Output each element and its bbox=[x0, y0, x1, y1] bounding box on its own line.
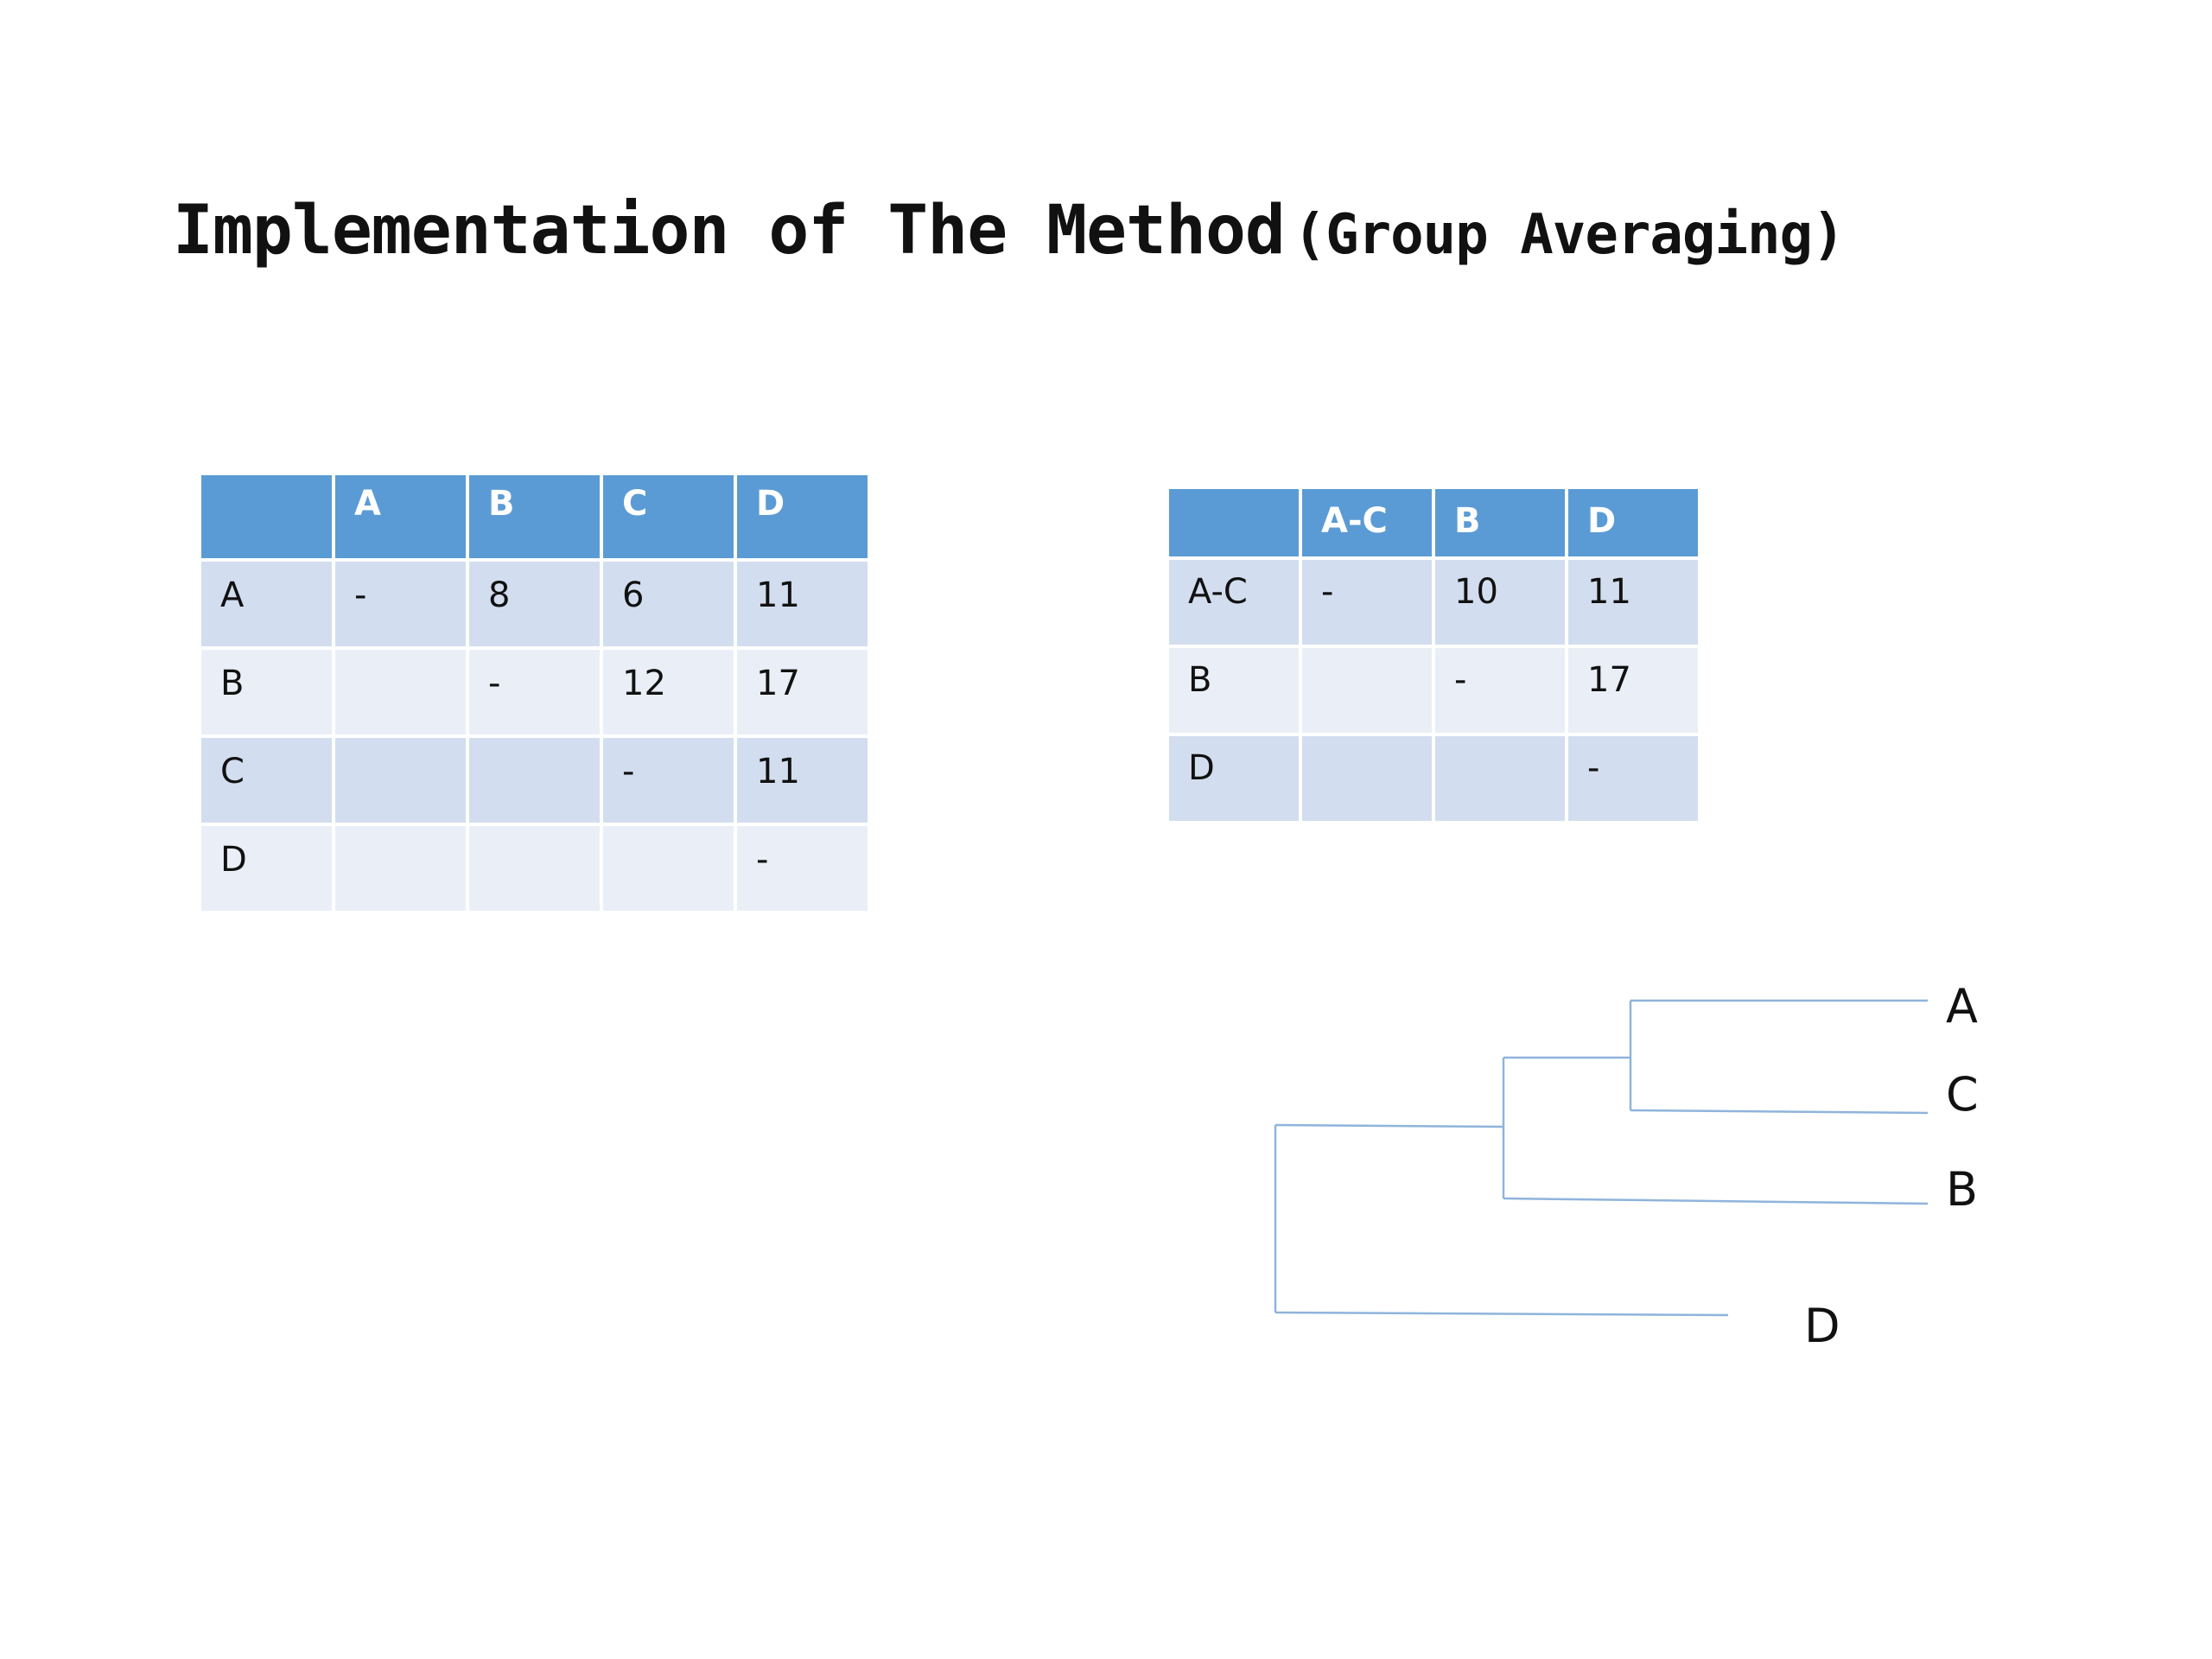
table-cell: - bbox=[335, 562, 466, 646]
distance-matrix-merged: A-C B D A-C - 10 11 B - 17 D - bbox=[1166, 486, 1701, 824]
header-cell: D bbox=[1568, 489, 1698, 556]
table-cell bbox=[1435, 736, 1565, 821]
row-label: B bbox=[201, 650, 332, 734]
table-cell bbox=[469, 738, 600, 823]
row-label: D bbox=[1169, 736, 1299, 821]
table-row: D - bbox=[1169, 736, 1698, 821]
distance-matrix-initial: A B C D A - 8 6 11 B - 12 17 C - 11 D bbox=[198, 472, 871, 914]
row-label: C bbox=[201, 738, 332, 823]
table-cell bbox=[335, 738, 466, 823]
header-cell: A bbox=[335, 475, 466, 558]
table-cell: - bbox=[1568, 736, 1698, 821]
row-label: B bbox=[1169, 648, 1299, 733]
table-cell: 8 bbox=[469, 562, 600, 646]
table-header-row: A-C B D bbox=[1169, 489, 1698, 556]
table-cell bbox=[1302, 736, 1432, 821]
leaf-label-a: A bbox=[1946, 979, 1978, 1033]
table-row: A - 8 6 11 bbox=[201, 562, 868, 646]
table-row: B - 17 bbox=[1169, 648, 1698, 733]
table-cell: 12 bbox=[603, 650, 734, 734]
table-cell: - bbox=[1302, 560, 1432, 645]
table-cell: 17 bbox=[1568, 648, 1698, 733]
leaf-label-b: B bbox=[1946, 1162, 1979, 1217]
table-cell: - bbox=[469, 650, 600, 734]
title-main: Implementation of The Method bbox=[173, 192, 1286, 270]
header-cell bbox=[1169, 489, 1299, 556]
table-row: A-C - 10 11 bbox=[1169, 560, 1698, 645]
dendrogram bbox=[1274, 999, 1929, 1317]
header-cell: A-C bbox=[1302, 489, 1432, 556]
leaf-label-c: C bbox=[1946, 1067, 1979, 1122]
page-title: Implementation of The Method (Group Aver… bbox=[173, 197, 2074, 264]
dendrogram-branch-acb bbox=[1274, 1123, 1504, 1128]
title-subtitle: (Group Averaging) bbox=[1293, 203, 1846, 267]
leaf-label-d: D bbox=[1804, 1299, 1840, 1353]
table-cell: 10 bbox=[1435, 560, 1565, 645]
dendrogram-branch-b bbox=[1503, 1197, 1929, 1205]
table-row: C - 11 bbox=[201, 738, 868, 823]
table-cell: 11 bbox=[737, 562, 868, 646]
table-cell: 11 bbox=[1568, 560, 1698, 645]
table-cell: - bbox=[1435, 648, 1565, 733]
table-cell bbox=[1302, 648, 1432, 733]
header-cell: B bbox=[469, 475, 600, 558]
table-cell: - bbox=[603, 738, 734, 823]
table-header-row: A B C D bbox=[201, 475, 868, 558]
dendrogram-branch-c bbox=[1630, 1109, 1929, 1115]
table-row: D - bbox=[201, 826, 868, 911]
table-cell: 17 bbox=[737, 650, 868, 734]
header-cell bbox=[201, 475, 332, 558]
header-cell: D bbox=[737, 475, 868, 558]
header-cell: C bbox=[603, 475, 734, 558]
table-row: B - 12 17 bbox=[201, 650, 868, 734]
row-label: A bbox=[201, 562, 332, 646]
table-cell: - bbox=[737, 826, 868, 911]
table-cell: 6 bbox=[603, 562, 734, 646]
table-cell: 11 bbox=[737, 738, 868, 823]
table-cell bbox=[603, 826, 734, 911]
dendrogram-branch-d bbox=[1274, 1311, 1729, 1317]
table-cell bbox=[335, 826, 466, 911]
row-label: A-C bbox=[1169, 560, 1299, 645]
table-cell bbox=[335, 650, 466, 734]
row-label: D bbox=[201, 826, 332, 911]
table-cell bbox=[469, 826, 600, 911]
header-cell: B bbox=[1435, 489, 1565, 556]
